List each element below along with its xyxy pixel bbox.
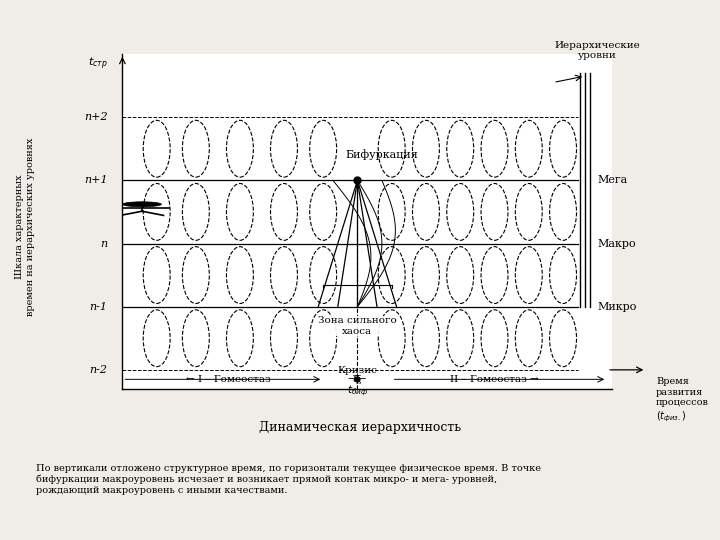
Text: Макро: Макро <box>598 239 636 248</box>
Text: $t_{биф}$: $t_{биф}$ <box>347 384 368 398</box>
Text: Микро: Микро <box>598 302 636 312</box>
Text: →ξ: →ξ <box>348 375 362 384</box>
Text: $t_{стр}$: $t_{стр}$ <box>88 55 108 72</box>
Text: Бифуркация: Бифуркация <box>346 150 418 160</box>
Text: ξ←: ξ← <box>353 375 367 384</box>
Text: n-2: n-2 <box>90 365 108 375</box>
Text: n-1: n-1 <box>90 302 108 312</box>
Text: Кризис: Кризис <box>338 366 377 375</box>
Text: n: n <box>101 239 108 248</box>
Text: n+2: n+2 <box>84 112 108 122</box>
Text: Зона сильного
хаоса: Зона сильного хаоса <box>318 316 397 335</box>
Text: Динамическая иерархичность: Динамическая иерархичность <box>259 421 461 434</box>
Text: Мега: Мега <box>598 176 628 185</box>
Circle shape <box>122 202 161 207</box>
Text: n+1: n+1 <box>84 176 108 185</box>
Text: II – Гомеостаз →: II – Гомеостаз → <box>450 375 539 384</box>
Text: Шкала характерных
времен на иерархических уровнях: Шкала характерных времен на иерархически… <box>16 138 35 316</box>
Text: Иерархические
уровни: Иерархические уровни <box>554 41 640 60</box>
Text: Время
развития
процессов
$(t_{физ.})$: Время развития процессов $(t_{физ.})$ <box>656 377 709 423</box>
Text: ← I – Гомеостаз: ← I – Гомеостаз <box>186 375 271 384</box>
Text: По вертикали отложено структурное время, по горизонтали текущее физическое время: По вертикали отложено структурное время,… <box>36 464 541 495</box>
